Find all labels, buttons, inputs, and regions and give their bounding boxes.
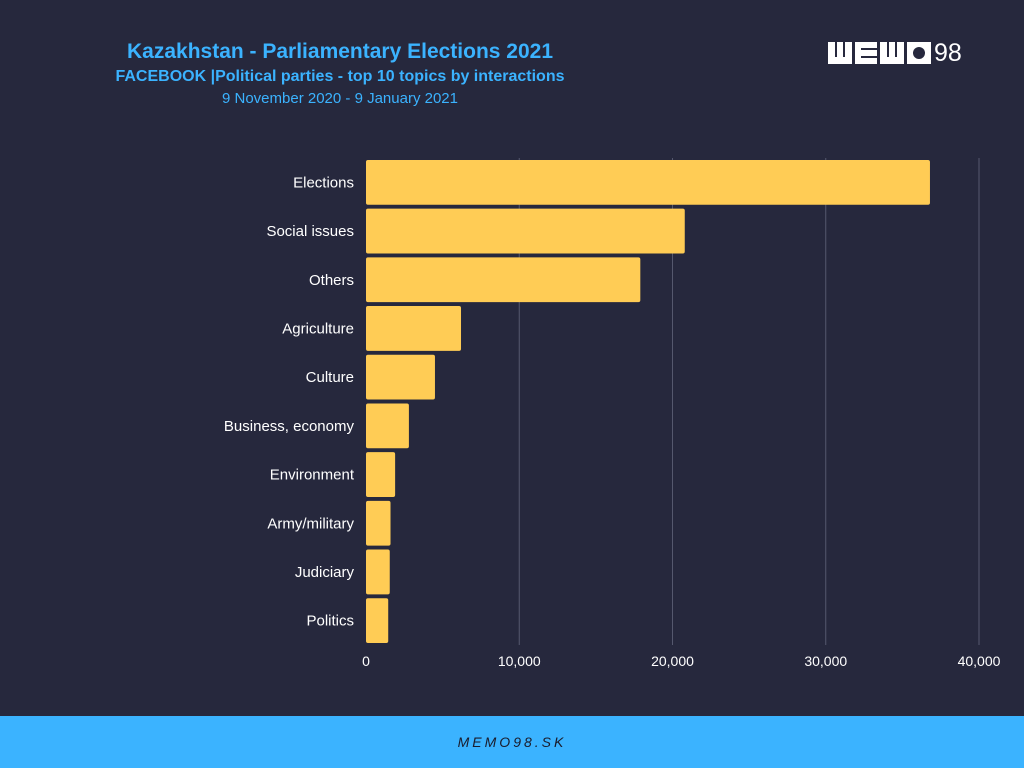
logo-number: 98 — [934, 39, 962, 67]
bar — [366, 403, 409, 449]
x-tick-label: 0 — [362, 653, 370, 669]
category-label: Agriculture — [282, 320, 354, 337]
bars — [366, 159, 930, 644]
memo-letters-icon — [828, 42, 931, 64]
category-label: Business, economy — [224, 418, 355, 435]
bar — [366, 452, 396, 497]
category-label: Culture — [306, 369, 354, 386]
memo98-logo: 98 — [828, 40, 962, 66]
bar — [366, 500, 391, 546]
category-label: Others — [309, 272, 354, 289]
category-label: Elections — [293, 174, 354, 191]
bar — [366, 354, 435, 400]
chart-header: Kazakhstan - Parliamentary Elections 202… — [0, 38, 680, 110]
category-label: Environment — [270, 467, 355, 484]
bar-chart: Elections Social issues Others Agriculture C… — [224, 158, 1001, 669]
bar — [366, 598, 389, 644]
footer-bar: MEMO98.SK — [0, 716, 1024, 768]
x-tick-labels: 0 10,000 20,000 30,000 40,000 — [362, 653, 1001, 669]
category-label: Army/military — [267, 515, 354, 532]
x-tick-label: 30,000 — [804, 653, 847, 669]
category-label: Politics — [306, 613, 354, 630]
bar — [366, 159, 930, 205]
chart-subtitle: FACEBOOK |Political parties - top 10 top… — [115, 68, 565, 85]
bar — [366, 549, 390, 595]
chart-title: Kazakhstan - Parliamentary Elections 202… — [126, 40, 554, 63]
footer-website: MEMO98.SK — [457, 734, 567, 750]
bar — [366, 208, 685, 254]
bar — [366, 306, 462, 351]
category-label: Social issues — [266, 223, 354, 240]
x-tick-label: 20,000 — [651, 653, 694, 669]
x-tick-label: 10,000 — [498, 653, 541, 669]
x-tick-label: 40,000 — [958, 653, 1001, 669]
date-range: 9 November 2020 - 9 January 2021 — [222, 90, 458, 107]
category-label: Judiciary — [295, 564, 355, 581]
category-labels: Elections Social issues Others Agriculture C… — [224, 174, 355, 629]
bar — [366, 257, 641, 303]
